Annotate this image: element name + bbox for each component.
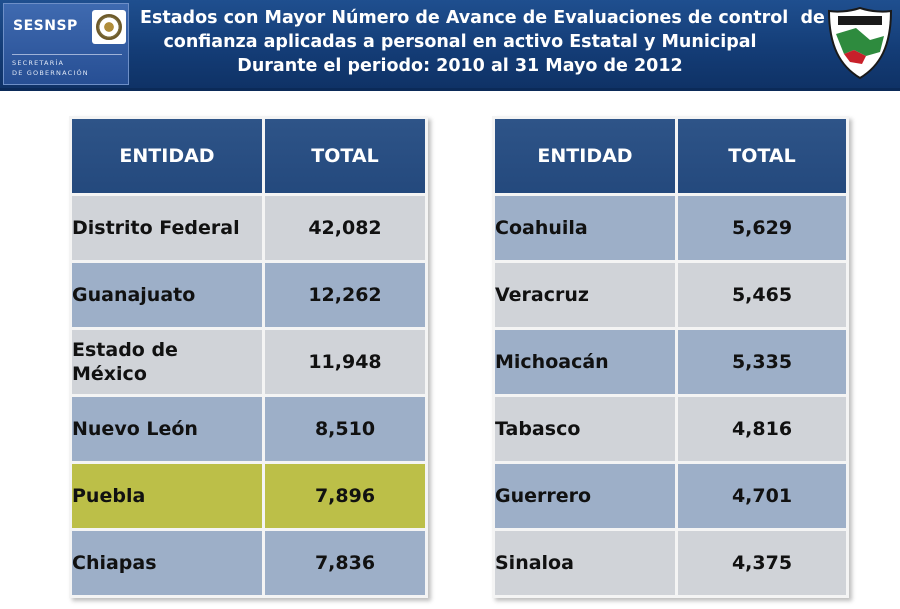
entidad-cell: Puebla	[72, 464, 262, 528]
entidad-cell: Coahuila	[495, 196, 675, 260]
mexico-seal-icon	[92, 10, 126, 44]
right-table: ENTIDAD TOTAL Coahuila 5,629 Veracruz 5,…	[492, 116, 849, 598]
entidad-cell: Estado de México	[72, 330, 262, 394]
entidad-cell: Veracruz	[495, 263, 675, 327]
left-table: ENTIDAD TOTAL Distrito Federal 42,082 Gu…	[69, 116, 428, 598]
title-line-1: Estados con Mayor Número de Avance de Ev…	[140, 8, 825, 28]
page-title: Estados con Mayor Número de Avance de Ev…	[140, 6, 825, 78]
table-row: Coahuila 5,629	[495, 196, 846, 260]
sesnsp-logo: SESNSP SECRETARÍA DE GOBERNACIÓN	[3, 3, 129, 85]
title-line-3: Durante el periodo: 2010 al 31 Mayo de 2…	[237, 56, 683, 76]
column-header-entidad: ENTIDAD	[72, 119, 262, 193]
total-cell: 7,896	[265, 464, 425, 528]
total-cell: 5,629	[678, 196, 846, 260]
entidad-cell: Sinaloa	[495, 531, 675, 595]
title-line-2: confianza aplicadas a personal en activo…	[163, 32, 757, 52]
left-header-row: ENTIDAD TOTAL	[72, 119, 425, 193]
table-row: Estado de México 11,948	[72, 330, 425, 394]
total-cell: 11,948	[265, 330, 425, 394]
column-header-total: TOTAL	[265, 119, 425, 193]
table-row: Guerrero 4,701	[495, 464, 846, 528]
table-row: Michoacán 5,335	[495, 330, 846, 394]
column-header-entidad: ENTIDAD	[495, 119, 675, 193]
total-cell: 4,701	[678, 464, 846, 528]
total-cell: 12,262	[265, 263, 425, 327]
entidad-cell: Guerrero	[495, 464, 675, 528]
logo-sub-line-1: SECRETARÍA	[12, 59, 65, 67]
table-row: Chiapas 7,836	[72, 531, 425, 595]
table-row: Tabasco 4,816	[495, 397, 846, 461]
entidad-cell: Distrito Federal	[72, 196, 262, 260]
table-row: Distrito Federal 42,082	[72, 196, 425, 260]
entidad-cell: Chiapas	[72, 531, 262, 595]
right-header-row: ENTIDAD TOTAL	[495, 119, 846, 193]
total-cell: 5,335	[678, 330, 846, 394]
table-row: Sinaloa 4,375	[495, 531, 846, 595]
logo-sub-line-2: DE GOBERNACIÓN	[12, 69, 89, 77]
column-header-total: TOTAL	[678, 119, 846, 193]
table-row: Nuevo León 8,510	[72, 397, 425, 461]
logo-divider	[12, 54, 122, 55]
entidad-cell: Tabasco	[495, 397, 675, 461]
total-cell: 42,082	[265, 196, 425, 260]
entidad-cell: Michoacán	[495, 330, 675, 394]
security-shield-emblem-icon	[827, 6, 893, 80]
total-cell: 7,836	[265, 531, 425, 595]
header-banner: SESNSP SECRETARÍA DE GOBERNACIÓN Estados…	[0, 0, 900, 91]
table-row-highlighted: Puebla 7,896	[72, 464, 425, 528]
logo-name: SESNSP	[13, 18, 78, 34]
logo-subtitle: SECRETARÍA DE GOBERNACIÓN	[12, 58, 89, 78]
total-cell: 4,816	[678, 397, 846, 461]
total-cell: 5,465	[678, 263, 846, 327]
entidad-cell: Guanajuato	[72, 263, 262, 327]
total-cell: 8,510	[265, 397, 425, 461]
table-row: Guanajuato 12,262	[72, 263, 425, 327]
total-cell: 4,375	[678, 531, 846, 595]
entidad-cell: Nuevo León	[72, 397, 262, 461]
table-row: Veracruz 5,465	[495, 263, 846, 327]
